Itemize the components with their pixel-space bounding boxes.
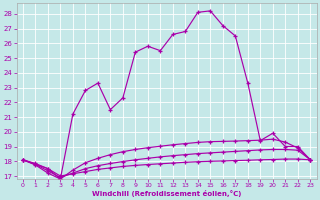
X-axis label: Windchill (Refroidissement éolien,°C): Windchill (Refroidissement éolien,°C) xyxy=(92,190,241,197)
